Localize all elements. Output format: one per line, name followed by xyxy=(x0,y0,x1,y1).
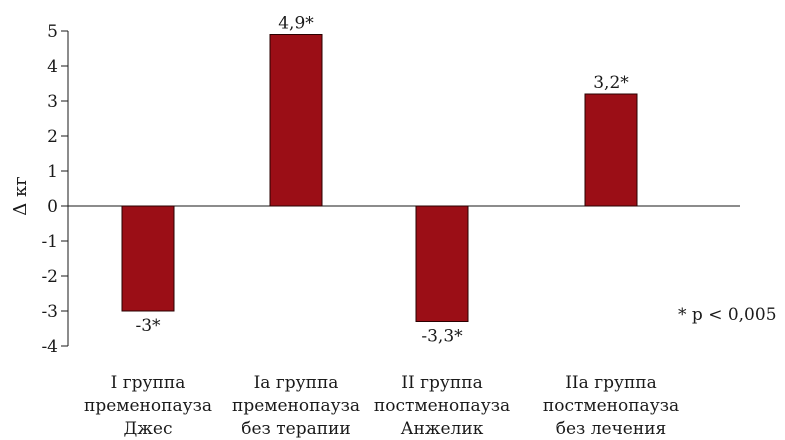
category-label: без терапии xyxy=(241,419,350,439)
bar xyxy=(269,34,323,207)
category-label: без лечения xyxy=(556,419,667,439)
y-axis: 5 4 3 2 1 0 -1 -2 -3 -4 xyxy=(41,22,69,357)
y-tick-label: 5 xyxy=(47,22,58,42)
bar xyxy=(584,93,638,207)
bar xyxy=(121,205,175,312)
bars xyxy=(121,34,638,322)
y-tick-label: -3 xyxy=(41,302,58,322)
data-labels: -3* 4,9* -3,3* 3,2* xyxy=(135,14,629,347)
y-tick-label: -1 xyxy=(41,232,58,252)
y-tick-label: 1 xyxy=(47,162,58,182)
category-label: Джес xyxy=(123,419,172,439)
category-labels: I группа пременопауза Джес Ia группа премено… xyxy=(84,373,679,439)
category-label: II группа xyxy=(401,373,482,393)
category-label: Анжелик xyxy=(401,419,484,439)
category-label: I группа xyxy=(111,373,186,393)
y-axis-title: Δ кг xyxy=(10,176,31,215)
y-tick-label: -2 xyxy=(41,267,58,287)
y-tick-label: 0 xyxy=(47,197,58,217)
significance-note: * p < 0,005 xyxy=(678,305,777,325)
category-label: IIa группа xyxy=(565,373,657,393)
bar xyxy=(415,205,469,322)
y-tick-label: -4 xyxy=(41,337,58,357)
category-label: Ia группа xyxy=(254,373,339,393)
data-label: 3,2* xyxy=(593,73,629,93)
y-tick-label: 3 xyxy=(47,92,58,112)
data-label: -3,3* xyxy=(421,327,463,347)
data-label: -3* xyxy=(135,316,161,336)
y-tick-label: 2 xyxy=(47,127,58,147)
y-tick-label: 4 xyxy=(47,57,58,77)
category-label: пременопауза xyxy=(232,396,360,416)
category-label: постменопауза xyxy=(374,396,510,416)
category-label: постменопауза xyxy=(543,396,679,416)
data-label: 4,9* xyxy=(278,14,314,34)
category-label: пременопауза xyxy=(84,396,212,416)
